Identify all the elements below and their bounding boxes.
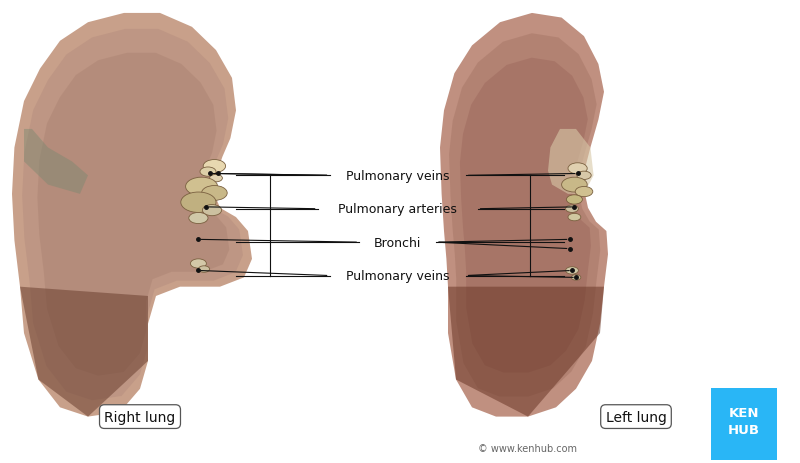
Circle shape [181,193,216,213]
Circle shape [568,214,581,221]
Circle shape [202,186,227,201]
Circle shape [566,206,578,213]
Text: Pulmonary arteries: Pulmonary arteries [338,203,457,216]
FancyBboxPatch shape [711,388,777,459]
Polygon shape [24,130,88,194]
Text: Pulmonary veins: Pulmonary veins [346,169,450,182]
Circle shape [202,205,222,216]
Polygon shape [38,54,230,376]
Circle shape [198,266,210,273]
Polygon shape [548,130,594,194]
Polygon shape [440,14,608,417]
Polygon shape [22,30,243,400]
Circle shape [562,178,587,193]
Circle shape [577,172,591,180]
Circle shape [571,275,581,281]
Circle shape [210,175,222,182]
Polygon shape [20,287,148,417]
Text: Pulmonary veins: Pulmonary veins [346,269,450,282]
Text: © www.kenhub.com: © www.kenhub.com [478,443,578,453]
Circle shape [186,178,218,196]
Circle shape [568,163,587,175]
Text: KEN
HUB: KEN HUB [728,407,760,436]
Circle shape [189,213,208,224]
Circle shape [575,187,593,197]
Polygon shape [449,34,600,397]
Polygon shape [448,287,604,417]
Text: Bronchi: Bronchi [374,236,422,249]
Polygon shape [460,58,591,373]
Circle shape [190,259,206,269]
Circle shape [566,195,582,205]
Text: Left lung: Left lung [606,410,666,424]
Text: Right lung: Right lung [104,410,176,424]
Circle shape [203,160,226,173]
Circle shape [200,168,216,177]
Circle shape [566,267,578,275]
Polygon shape [12,14,252,417]
